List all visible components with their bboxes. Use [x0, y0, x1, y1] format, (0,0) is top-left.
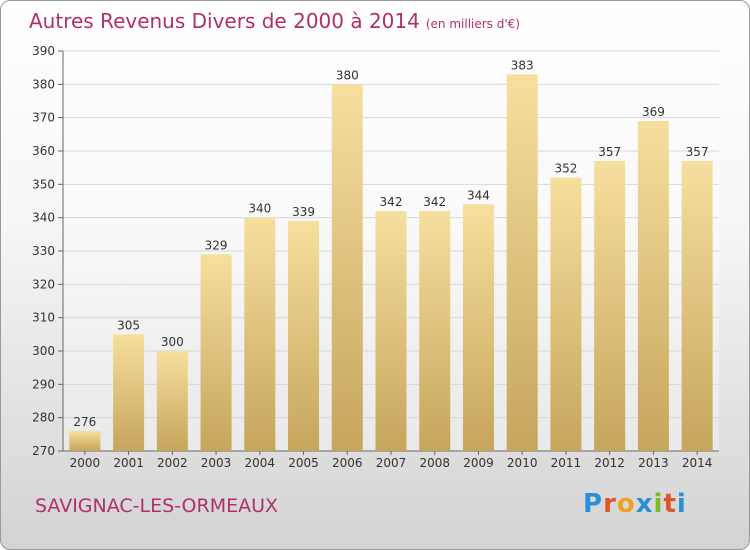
- bar: [637, 121, 669, 451]
- y-tick-label: 360: [32, 144, 55, 158]
- y-tick-label: 290: [32, 377, 55, 391]
- x-tick-label: 2011: [551, 456, 582, 470]
- x-tick-label: 2000: [70, 456, 101, 470]
- y-tick-label: 340: [32, 211, 55, 225]
- x-tick-label: 2010: [507, 456, 538, 470]
- logo-letter: r: [603, 489, 617, 519]
- x-tick-label: 2001: [113, 456, 144, 470]
- y-tick-label: 330: [32, 244, 55, 258]
- x-tick-label: 2012: [594, 456, 625, 470]
- bar: [594, 161, 626, 451]
- logo-letter: P: [583, 489, 604, 519]
- x-tick-label: 2014: [682, 456, 713, 470]
- bar-value-label: 342: [423, 195, 446, 209]
- bar-value-label: 352: [554, 162, 577, 176]
- bar: [244, 217, 276, 451]
- bar: [113, 334, 145, 451]
- x-tick-label: 2006: [332, 456, 363, 470]
- bar-value-label: 276: [73, 415, 96, 429]
- logo-letter: o: [616, 489, 636, 519]
- y-tick-label: 350: [32, 177, 55, 191]
- bar: [288, 221, 320, 451]
- bar: [550, 177, 582, 451]
- bar-value-label: 300: [161, 335, 184, 349]
- proxiti-logo: Proxiti: [583, 489, 687, 519]
- logo-letter: i: [653, 489, 664, 519]
- x-tick-label: 2003: [201, 456, 232, 470]
- x-tick-label: 2002: [157, 456, 188, 470]
- x-tick-label: 2005: [288, 456, 319, 470]
- bar: [462, 204, 494, 451]
- bar-value-label: 305: [117, 318, 140, 332]
- commune-name: SAVIGNAC-LES-ORMEAUX: [35, 495, 279, 517]
- bar: [681, 161, 713, 451]
- bar-value-label: 357: [598, 145, 621, 159]
- chart-title-text: Autres Revenus Divers de 2000 à 2014: [29, 9, 420, 33]
- x-tick-label: 2007: [376, 456, 407, 470]
- y-tick-label: 280: [32, 411, 55, 425]
- bar-value-label: 380: [336, 68, 359, 82]
- bar-value-label: 369: [642, 105, 665, 119]
- chart-unit: (en milliers d'€): [425, 17, 520, 31]
- y-tick-label: 310: [32, 311, 55, 325]
- x-tick-label: 2009: [463, 456, 494, 470]
- x-tick-label: 2008: [419, 456, 450, 470]
- y-tick-label: 390: [32, 44, 55, 58]
- bar: [156, 351, 188, 451]
- chart-title: Autres Revenus Divers de 2000 à 2014 (en …: [29, 9, 520, 33]
- logo-letter: x: [635, 489, 654, 519]
- bar: [375, 211, 407, 451]
- bar: [506, 74, 538, 451]
- y-tick-label: 300: [32, 344, 55, 358]
- bar: [200, 254, 232, 451]
- bar-value-label: 383: [511, 58, 534, 72]
- bar-value-label: 340: [248, 202, 271, 216]
- bar-value-label: 357: [686, 145, 709, 159]
- x-tick-label: 2013: [638, 456, 669, 470]
- logo-letter: t: [663, 489, 677, 519]
- bar: [419, 211, 451, 451]
- y-tick-label: 370: [32, 111, 55, 125]
- bar-value-label: 344: [467, 188, 490, 202]
- y-tick-label: 380: [32, 77, 55, 91]
- bar: [331, 84, 363, 451]
- y-tick-label: 270: [32, 444, 55, 458]
- bar-value-label: 342: [380, 195, 403, 209]
- bar-value-label: 339: [292, 205, 315, 219]
- bar: [69, 431, 101, 451]
- y-tick-label: 320: [32, 277, 55, 291]
- x-tick-label: 2004: [245, 456, 276, 470]
- logo-letter: i: [676, 489, 687, 519]
- bar-value-label: 329: [205, 238, 228, 252]
